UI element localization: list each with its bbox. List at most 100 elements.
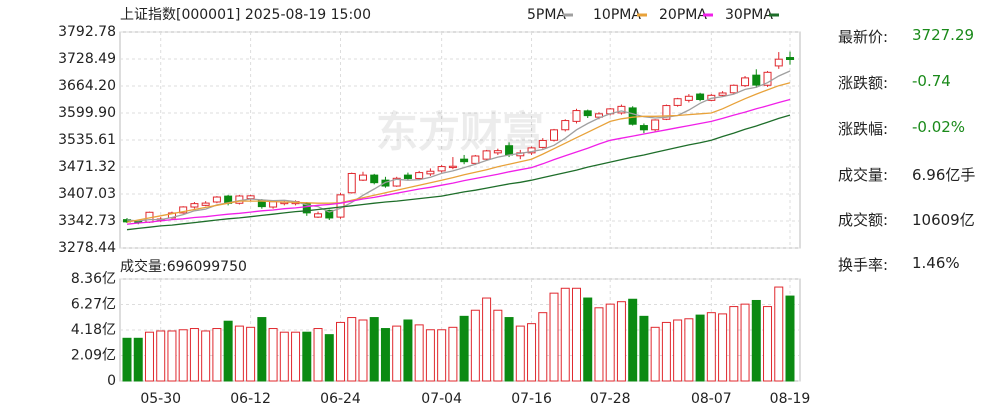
volume-bar [718, 313, 728, 382]
y-tick-label: 2.09亿 [71, 348, 116, 364]
candle-body [617, 105, 626, 114]
candle-body [774, 58, 783, 67]
ma-line [126, 98, 791, 225]
chart-title: 上证指数[000001] 2025-08-19 15:00 [120, 7, 371, 23]
candle-body [684, 95, 693, 101]
candle-body [482, 150, 491, 160]
candle-body [696, 93, 705, 101]
candle-body [437, 166, 446, 172]
x-tick-label: 08-07 [691, 391, 732, 407]
volume-bar [538, 312, 548, 382]
y-tick-label: 4.18亿 [71, 322, 116, 338]
volume-bar [336, 321, 346, 382]
quote-value: -0.74 [912, 72, 951, 90]
volume-bar [324, 334, 334, 382]
x-tick-label: 07-16 [511, 391, 552, 407]
volume-bar [470, 309, 480, 382]
candle-body [673, 98, 682, 106]
volume-bar [763, 306, 773, 382]
y-tick-label: 3471.32 [58, 159, 116, 175]
legend-label: 5PMA [527, 7, 566, 23]
volume-bar [347, 317, 357, 382]
x-tick-label: 07-04 [421, 391, 462, 407]
candle-body [741, 77, 750, 87]
quote-row: 成交额: 10609亿 [838, 209, 975, 230]
candle-body [347, 172, 356, 194]
volume-bar [279, 331, 289, 382]
volume-bar [144, 331, 154, 382]
y-tick-label: 6.27亿 [71, 297, 116, 313]
quote-value: 6.96亿手 [912, 166, 976, 184]
candle-body [381, 179, 390, 187]
volume-bar [302, 331, 312, 382]
watermark: 东方财富 [376, 108, 544, 157]
volume-bar [673, 319, 683, 382]
quote-label: 换手率: [838, 256, 889, 274]
volume-bar [706, 312, 716, 382]
volume-title: 成交量:696099750 [120, 258, 247, 275]
y-tick-label: 3342.73 [58, 213, 116, 229]
volume-bar [740, 303, 750, 382]
candle-body [426, 170, 435, 175]
candle-body [729, 84, 738, 94]
candle-body [493, 150, 502, 154]
volume-bar [189, 328, 199, 382]
candle-body [718, 92, 727, 96]
candle-body [583, 110, 592, 117]
volume-bar [628, 298, 638, 382]
volume-bar [156, 330, 166, 382]
candle-body [190, 203, 199, 208]
quote-row: 换手率: 1.46% [838, 254, 960, 275]
volume-bar [729, 306, 739, 382]
volume-bar [246, 326, 256, 382]
quote-value: 3727.29 [912, 26, 975, 44]
x-tick-label: 05-30 [140, 391, 181, 407]
candle-body [269, 201, 278, 208]
quote-value: -0.02% [912, 118, 966, 136]
volume-bar [201, 330, 211, 382]
volume-bar [459, 315, 469, 382]
volume-bar [448, 326, 458, 382]
y-tick-label: 8.36亿 [71, 271, 116, 287]
candle-body [325, 209, 334, 219]
volume-bar [178, 329, 188, 382]
y-tick-label: 0 [107, 373, 116, 389]
volume-bar [684, 318, 694, 382]
volume-bar [291, 331, 301, 382]
candle-body [179, 206, 188, 214]
volume-bar [392, 325, 402, 382]
volume-bar [380, 328, 390, 382]
x-tick-label: 07-28 [590, 391, 631, 407]
volume-bar [695, 314, 705, 382]
volume-bar [369, 317, 379, 382]
volume-bar [527, 323, 537, 382]
candle-body [662, 105, 671, 120]
volume-bar [212, 328, 222, 382]
quote-row: 涨跌额: -0.74 [838, 72, 951, 93]
candle-body [538, 139, 547, 148]
legend-label: 20PMA [659, 7, 707, 23]
y-tick-label: 3599.90 [58, 105, 116, 121]
candle-body [212, 196, 221, 203]
volume-bar [234, 325, 244, 382]
candle-body [505, 145, 514, 156]
candle-body [471, 155, 480, 164]
volume-bar [594, 307, 604, 382]
candle-body [594, 113, 603, 118]
volume-bar [504, 317, 514, 382]
volume-bar [437, 329, 447, 382]
volume-bar [313, 328, 323, 382]
volume-bar [650, 326, 660, 382]
volume-bar [751, 299, 761, 382]
volume-bar [785, 295, 795, 382]
volume-bar [268, 328, 278, 382]
quote-row: 最新价: 3727.29 [838, 26, 974, 47]
x-tick-label: 08-19 [770, 391, 811, 407]
volume-bar [358, 319, 368, 382]
candle-body [336, 194, 345, 218]
candle-body [786, 57, 794, 61]
candle-body [752, 74, 761, 86]
candle-body [628, 107, 637, 125]
candle-body [572, 110, 581, 122]
